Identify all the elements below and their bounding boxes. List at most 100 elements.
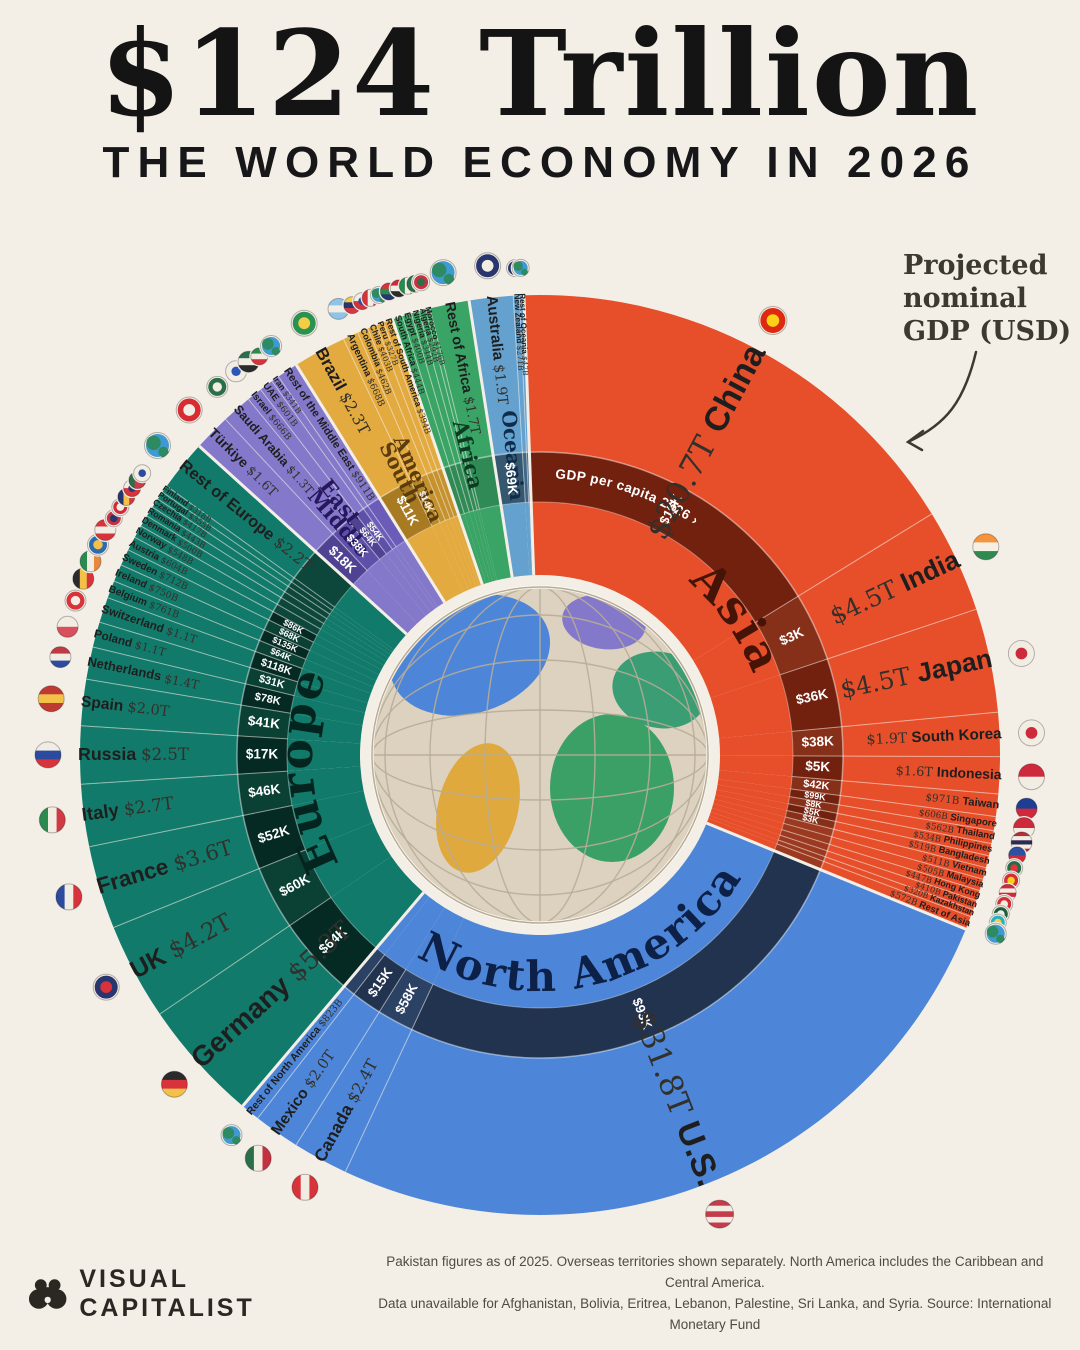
flag-icon-ireland	[78, 549, 103, 574]
country-label-australia: Australia $1.9T	[483, 295, 512, 407]
country-label-rest-of-oceania: Rest of Oceania $47B	[518, 293, 530, 376]
percap-band-japan	[779, 658, 842, 732]
percap-label-singapore: $99K	[804, 789, 827, 802]
wedge-denmark	[140, 516, 387, 666]
percap-band-poland	[245, 667, 298, 696]
percap-band-spain	[237, 705, 291, 739]
flag-icon-india	[971, 532, 1001, 562]
flag-icon-taiwan	[1014, 796, 1039, 821]
footnotes: Pakistan figures as of 2025. Overseas te…	[370, 1252, 1060, 1336]
percap-band-u-s-	[411, 850, 821, 1059]
wedge-israel	[248, 389, 431, 616]
percap-band-india	[755, 596, 828, 675]
flag-icon-rest-of-the-middle-east	[259, 334, 284, 358]
separator	[376, 324, 451, 519]
separator	[429, 308, 480, 510]
wedge-egypt	[402, 313, 490, 584]
wedge-malaysia	[712, 803, 983, 891]
wedge-australia	[468, 295, 530, 578]
separator	[522, 295, 536, 576]
percap-band-uk	[259, 849, 331, 926]
wedge-peru	[376, 322, 479, 587]
flag-icon-poland	[55, 614, 80, 639]
percap-label-indonesia: $5K	[805, 758, 831, 774]
flag-icon-brazil	[289, 308, 319, 338]
percap-label-italy: $46K	[247, 781, 281, 800]
flag-icon-germany	[159, 1069, 189, 1099]
wedge-algeria	[419, 309, 496, 582]
wedge-ireland	[114, 564, 377, 687]
country-label-russia: Russia $2.5T	[78, 744, 189, 764]
flag-icon-netherlands	[48, 645, 73, 670]
separator	[512, 295, 526, 503]
separator	[146, 515, 325, 625]
percap-band-ireland	[259, 629, 310, 660]
wedge-iran	[271, 376, 438, 609]
separator	[343, 338, 433, 527]
wedge-chile	[367, 325, 477, 589]
wedge-rest-of-north-america	[242, 892, 430, 1119]
percap-band-argentina	[410, 476, 440, 527]
wedge-china	[523, 295, 932, 661]
separator	[357, 332, 441, 523]
percap-label-australia: $69K	[502, 462, 520, 496]
percap-band-switzerland	[249, 651, 303, 682]
flag-icon-rest-of-africa	[428, 258, 458, 288]
separator	[776, 843, 971, 918]
wedge-finland	[162, 486, 394, 653]
wedge-norway	[134, 526, 384, 670]
flag-icon-russia	[33, 740, 63, 770]
separator	[786, 810, 989, 857]
separator	[277, 376, 397, 548]
percap-label-japan: $36K	[794, 686, 829, 707]
wedge-mexico	[257, 897, 445, 1145]
ring-edge	[236, 451, 844, 1059]
wedge-canada	[296, 907, 464, 1172]
percap-band-pakistan	[778, 835, 828, 857]
annotation-arrow	[905, 350, 978, 452]
separator	[128, 549, 314, 643]
separator	[80, 725, 288, 740]
percap-band-sweden	[264, 619, 314, 651]
flag-icon-australia	[473, 251, 503, 281]
percap-band-nigeria	[455, 462, 474, 513]
percap-band-portugal	[288, 581, 333, 615]
percap-band-romania	[281, 591, 327, 624]
annotation-line: GDP (USD)	[903, 315, 1072, 347]
separator	[383, 322, 455, 518]
percap-band-israel	[347, 514, 387, 560]
separator	[706, 821, 967, 931]
percap-band-germany	[289, 897, 377, 987]
percap-band-iran	[363, 505, 397, 550]
country-label-taiwan: $971B Taiwan	[925, 791, 1000, 811]
percap-band-rest-of-africa	[467, 455, 501, 510]
separator	[241, 891, 425, 1107]
footnote-line: Pakistan figures as of 2025. Overseas te…	[386, 1254, 1044, 1291]
percap-band-indonesia	[792, 755, 843, 781]
wedge-south-korea	[719, 712, 1001, 757]
globe-illustration	[370, 585, 710, 925]
wedge-rest-of-africa	[429, 300, 513, 581]
flag-icon-canada	[290, 1172, 320, 1202]
flag-icon-t-rkiye	[174, 395, 204, 425]
separator	[367, 328, 446, 521]
flag-icon-japan	[1006, 639, 1036, 668]
separator	[519, 295, 530, 503]
wedge-rest-of-asia	[706, 818, 971, 930]
separator	[271, 380, 393, 550]
percap-band-new-zealand	[522, 452, 529, 503]
wedge-hong-kong	[710, 808, 980, 901]
percap-band-netherlands	[241, 683, 295, 714]
visual-capitalist-logo: VISUAL CAPITALIST	[26, 1265, 370, 1323]
flag-icon-indonesia	[1017, 762, 1046, 792]
separator	[159, 897, 332, 1015]
separator	[785, 816, 987, 869]
separator	[790, 788, 996, 818]
gdp-annotation: Projected nominal GDP (USD)	[903, 250, 1071, 349]
percap-band-rest-of-south-america	[437, 468, 459, 518]
brand-name: VISUAL CAPITALIST	[79, 1265, 255, 1323]
flag-icon-france	[54, 882, 84, 912]
wedge-rest-of-south-america	[383, 319, 483, 586]
wedge-germany	[159, 856, 424, 1107]
